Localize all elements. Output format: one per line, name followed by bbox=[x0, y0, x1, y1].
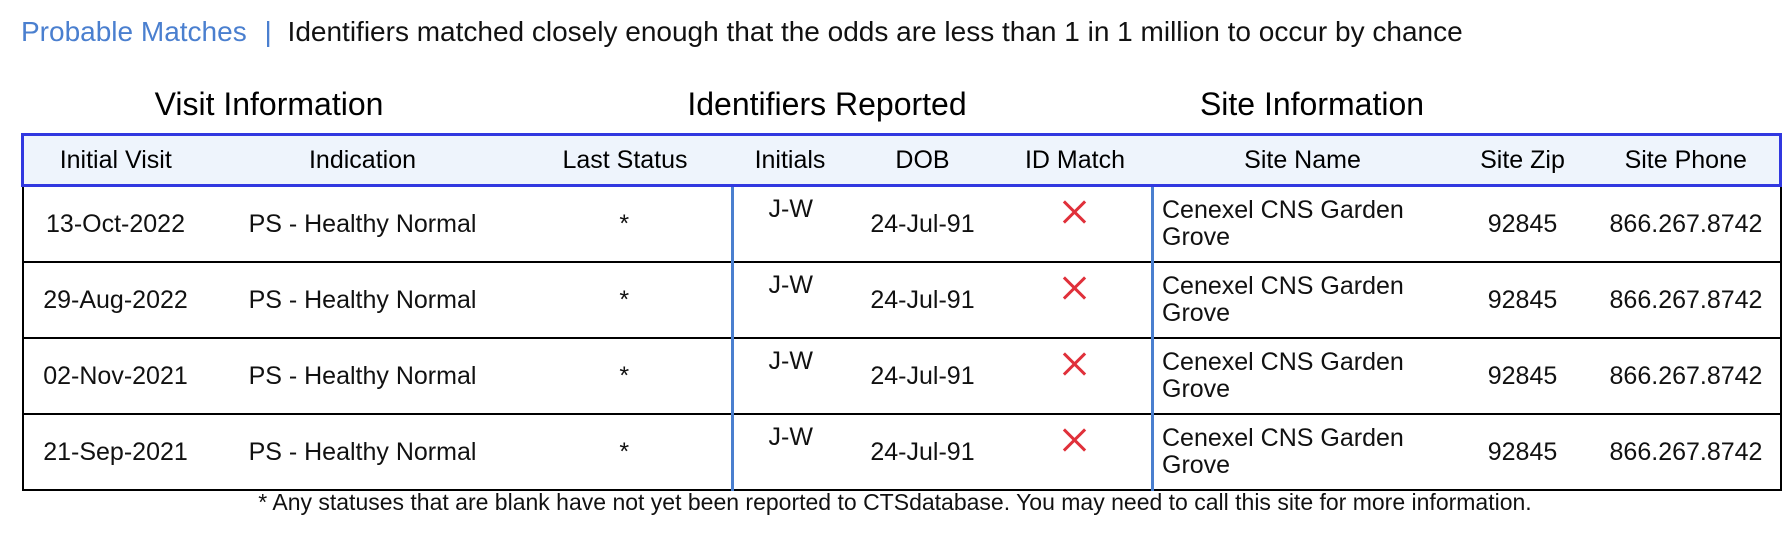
cell-last-status: * bbox=[517, 338, 733, 415]
cell-indication: PS - Healthy Normal bbox=[207, 338, 518, 415]
cell-id-match bbox=[997, 262, 1154, 339]
cell-initial-visit: 21-Sep-2021 bbox=[21, 414, 208, 491]
x-icon bbox=[1061, 427, 1087, 453]
footnote: * Any statuses that are blank have not y… bbox=[258, 489, 1532, 515]
cell-initials: J-W bbox=[731, 414, 848, 491]
col-site-phone[interactable]: Site Phone bbox=[1592, 133, 1782, 187]
cell-site-phone: 866.267.8742 bbox=[1592, 338, 1782, 415]
cell-dob: 24-Jul-91 bbox=[847, 185, 998, 263]
table-row: 21-Sep-2021 PS - Healthy Normal * J-W 24… bbox=[21, 414, 1782, 491]
x-icon bbox=[1061, 351, 1087, 377]
group-site-information: Site Information bbox=[1199, 86, 1425, 122]
col-site-zip[interactable]: Site Zip bbox=[1452, 133, 1593, 187]
probable-matches-heading: Probable Matches | Identifiers matched c… bbox=[21, 14, 1463, 50]
cell-last-status: * bbox=[517, 185, 733, 263]
col-initials[interactable]: Initials bbox=[732, 133, 848, 187]
heading-separator: | bbox=[264, 16, 272, 47]
cell-site-zip: 92845 bbox=[1452, 185, 1593, 263]
cell-initial-visit: 29-Aug-2022 bbox=[21, 262, 208, 339]
col-indication[interactable]: Indication bbox=[207, 133, 518, 187]
cell-initial-visit: 13-Oct-2022 bbox=[21, 185, 208, 263]
cell-site-phone: 866.267.8742 bbox=[1592, 185, 1782, 263]
table-header-row: Initial Visit Indication Last Status Ini… bbox=[21, 133, 1782, 187]
cell-site-name: Cenexel CNS Garden Grove bbox=[1152, 338, 1453, 415]
column-group-headers: Visit Information Identifiers Reported S… bbox=[21, 82, 1778, 126]
col-initial-visit[interactable]: Initial Visit bbox=[21, 133, 208, 187]
col-site-name[interactable]: Site Name bbox=[1152, 133, 1453, 187]
table-row: 29-Aug-2022 PS - Healthy Normal * J-W 24… bbox=[21, 262, 1782, 339]
cell-dob: 24-Jul-91 bbox=[847, 262, 998, 339]
matches-label: Matches bbox=[140, 16, 247, 47]
table-row: 02-Nov-2021 PS - Healthy Normal * J-W 24… bbox=[21, 338, 1782, 415]
heading-description: Identifiers matched closely enough that … bbox=[287, 16, 1463, 47]
matches-table: Initial Visit Indication Last Status Ini… bbox=[21, 133, 1782, 491]
group-identifiers-reported: Identifiers Reported bbox=[687, 86, 967, 122]
cell-site-zip: 92845 bbox=[1452, 414, 1593, 491]
cell-initial-visit: 02-Nov-2021 bbox=[21, 338, 208, 415]
cell-initials: J-W bbox=[731, 185, 848, 263]
cell-id-match bbox=[997, 414, 1154, 491]
cell-site-name: Cenexel CNS Garden Grove bbox=[1152, 414, 1453, 491]
cell-initials: J-W bbox=[731, 338, 848, 415]
cell-indication: PS - Healthy Normal bbox=[207, 262, 518, 339]
cell-last-status: * bbox=[517, 414, 733, 491]
probable-label: Probable bbox=[21, 16, 134, 47]
x-icon bbox=[1061, 199, 1087, 225]
col-dob[interactable]: DOB bbox=[847, 133, 998, 187]
cell-indication: PS - Healthy Normal bbox=[207, 414, 518, 491]
cell-id-match bbox=[997, 185, 1154, 263]
cell-indication: PS - Healthy Normal bbox=[207, 185, 518, 263]
col-last-status[interactable]: Last Status bbox=[517, 133, 733, 187]
cell-site-name: Cenexel CNS Garden Grove bbox=[1152, 185, 1453, 263]
cell-dob: 24-Jul-91 bbox=[847, 338, 998, 415]
cell-site-zip: 92845 bbox=[1452, 262, 1593, 339]
table-row: 13-Oct-2022 PS - Healthy Normal * J-W 24… bbox=[21, 185, 1782, 263]
cell-site-zip: 92845 bbox=[1452, 338, 1593, 415]
x-icon bbox=[1061, 275, 1087, 301]
cell-last-status: * bbox=[517, 262, 733, 339]
cell-site-phone: 866.267.8742 bbox=[1592, 414, 1782, 491]
group-visit-information: Visit Information bbox=[154, 86, 384, 122]
cell-site-name: Cenexel CNS Garden Grove bbox=[1152, 262, 1453, 339]
cell-id-match bbox=[997, 338, 1154, 415]
cell-initials: J-W bbox=[731, 262, 848, 339]
col-id-match[interactable]: ID Match bbox=[997, 133, 1153, 187]
cell-dob: 24-Jul-91 bbox=[847, 414, 998, 491]
cell-site-phone: 866.267.8742 bbox=[1592, 262, 1782, 339]
